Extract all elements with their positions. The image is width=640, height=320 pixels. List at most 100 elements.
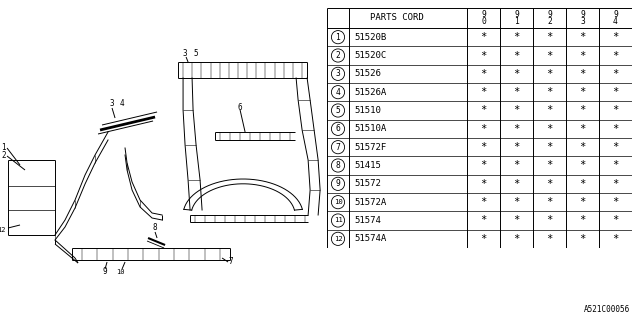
- Text: 10: 10: [116, 269, 124, 275]
- Text: *: *: [547, 51, 552, 60]
- Text: 1: 1: [335, 33, 340, 42]
- Text: *: *: [481, 215, 486, 226]
- Circle shape: [332, 140, 344, 154]
- Text: 10: 10: [333, 199, 342, 205]
- Text: 12: 12: [333, 236, 342, 242]
- Text: 1: 1: [1, 143, 6, 153]
- Text: 3: 3: [109, 100, 115, 108]
- Text: *: *: [481, 124, 486, 134]
- Text: *: *: [513, 197, 520, 207]
- Text: A521C00056: A521C00056: [584, 305, 630, 314]
- Text: *: *: [513, 32, 520, 42]
- Text: *: *: [513, 142, 520, 152]
- Text: *: *: [579, 106, 586, 116]
- Text: *: *: [612, 234, 619, 244]
- Text: *: *: [579, 87, 586, 97]
- Text: 2: 2: [1, 151, 6, 161]
- Text: *: *: [579, 234, 586, 244]
- Text: 12: 12: [0, 227, 6, 233]
- Text: *: *: [513, 234, 520, 244]
- Text: 51572A: 51572A: [354, 198, 387, 207]
- Circle shape: [332, 49, 344, 62]
- Text: *: *: [579, 124, 586, 134]
- Text: *: *: [481, 161, 486, 171]
- Text: 9
2: 9 2: [547, 10, 552, 27]
- Text: *: *: [579, 142, 586, 152]
- Text: 2: 2: [335, 51, 340, 60]
- Circle shape: [332, 177, 344, 190]
- Text: 51574: 51574: [354, 216, 381, 225]
- Text: 51520C: 51520C: [354, 51, 387, 60]
- Text: *: *: [547, 69, 552, 79]
- Text: 4: 4: [120, 100, 124, 108]
- Text: *: *: [513, 106, 520, 116]
- Text: 51572F: 51572F: [354, 143, 387, 152]
- Circle shape: [332, 159, 344, 172]
- Text: *: *: [481, 69, 486, 79]
- Circle shape: [332, 232, 344, 245]
- Text: PARTS CORD: PARTS CORD: [370, 13, 424, 22]
- Circle shape: [332, 214, 344, 227]
- Text: *: *: [481, 32, 486, 42]
- Text: *: *: [612, 197, 619, 207]
- Text: 7: 7: [335, 143, 340, 152]
- Text: *: *: [612, 106, 619, 116]
- Text: 51574A: 51574A: [354, 234, 387, 243]
- Text: 9
3: 9 3: [580, 10, 585, 27]
- Text: *: *: [513, 215, 520, 226]
- Text: 6: 6: [238, 102, 243, 111]
- Text: *: *: [547, 179, 552, 189]
- Text: 5: 5: [335, 106, 340, 115]
- Circle shape: [332, 67, 344, 80]
- Circle shape: [332, 31, 344, 44]
- Text: 51415: 51415: [354, 161, 381, 170]
- Text: 51520B: 51520B: [354, 33, 387, 42]
- Text: *: *: [481, 179, 486, 189]
- Text: 51526: 51526: [354, 69, 381, 78]
- Text: *: *: [547, 215, 552, 226]
- Text: *: *: [513, 51, 520, 60]
- Text: 9: 9: [335, 179, 340, 188]
- Text: 3: 3: [183, 50, 188, 59]
- Text: *: *: [513, 161, 520, 171]
- Text: 4: 4: [335, 88, 340, 97]
- Text: *: *: [579, 161, 586, 171]
- Text: *: *: [612, 51, 619, 60]
- Circle shape: [332, 122, 344, 135]
- Text: *: *: [612, 142, 619, 152]
- Text: *: *: [513, 179, 520, 189]
- Text: *: *: [481, 197, 486, 207]
- Text: 51510A: 51510A: [354, 124, 387, 133]
- Text: *: *: [481, 87, 486, 97]
- Text: 51510: 51510: [354, 106, 381, 115]
- Text: *: *: [547, 87, 552, 97]
- Text: *: *: [579, 197, 586, 207]
- Text: *: *: [579, 32, 586, 42]
- Text: *: *: [547, 161, 552, 171]
- Text: 9
0: 9 0: [481, 10, 486, 27]
- Text: *: *: [547, 142, 552, 152]
- Text: *: *: [579, 69, 586, 79]
- Text: *: *: [547, 234, 552, 244]
- Text: *: *: [513, 69, 520, 79]
- Circle shape: [332, 85, 344, 99]
- Text: 7: 7: [228, 258, 233, 267]
- Text: 8: 8: [153, 223, 157, 233]
- Text: *: *: [612, 215, 619, 226]
- Text: *: *: [612, 87, 619, 97]
- Text: *: *: [481, 234, 486, 244]
- Text: *: *: [579, 179, 586, 189]
- Text: *: *: [547, 106, 552, 116]
- Text: 51572: 51572: [354, 179, 381, 188]
- Text: *: *: [579, 51, 586, 60]
- Text: 51526A: 51526A: [354, 88, 387, 97]
- Text: *: *: [513, 124, 520, 134]
- Circle shape: [332, 104, 344, 117]
- Text: 9
4: 9 4: [613, 10, 618, 27]
- Text: *: *: [481, 106, 486, 116]
- Text: *: *: [481, 51, 486, 60]
- Text: 3: 3: [335, 69, 340, 78]
- Text: *: *: [612, 161, 619, 171]
- Text: 8: 8: [335, 161, 340, 170]
- Text: 9: 9: [103, 268, 108, 276]
